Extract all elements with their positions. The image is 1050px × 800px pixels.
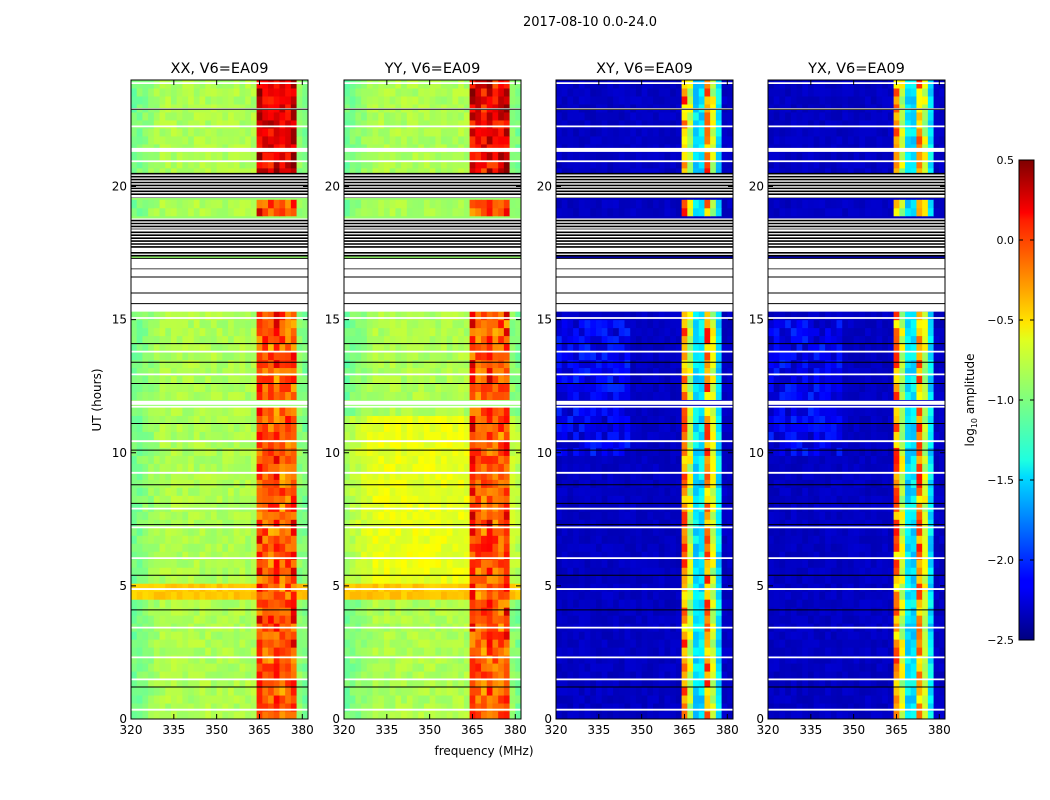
panel-title: YX, V6=EA09 [807, 61, 905, 77]
x-tick-label: 335 [162, 723, 185, 737]
panel-xy: XY, V6=EA09 320 335 350 365 380 0 5 10 15 20 [537, 61, 739, 737]
panel-yy: YY, V6=EA09 320 335 350 365 380 0 5 10 15 20 [325, 61, 527, 737]
y-tick-label: 20 [537, 180, 552, 194]
heatmap-xx [131, 80, 308, 719]
y-tick-label: 0 [756, 712, 764, 726]
x-tick-label: 320 [757, 723, 780, 737]
x-tick-label: 350 [205, 723, 228, 737]
heatmap-xy [556, 80, 733, 719]
y-tick-label: 15 [112, 313, 127, 327]
panel-title: YY, V6=EA09 [384, 61, 481, 77]
heatmap-yy [344, 80, 521, 719]
x-tick-label: 380 [716, 723, 739, 737]
x-tick-label: 380 [928, 723, 951, 737]
x-tick-label: 335 [799, 723, 822, 737]
panel-yx: YX, V6=EA09 320 335 350 365 380 0 5 10 15 20 [749, 61, 951, 737]
y-tick-label: 10 [537, 446, 552, 460]
y-axis-label: UT (hours) [90, 368, 104, 431]
y-tick-label: 0 [332, 712, 340, 726]
x-tick-label: 335 [587, 723, 610, 737]
x-tick-label: 380 [291, 723, 314, 737]
colorbar-tick-label: −2.5 [987, 634, 1014, 647]
colorbar-label: log10 amplitude [963, 354, 979, 447]
x-tick-label: 350 [842, 723, 865, 737]
x-tick-label: 320 [333, 723, 356, 737]
y-tick-label: 5 [119, 579, 127, 593]
y-tick-label: 5 [332, 579, 340, 593]
colorbar-tick-label: −1.5 [987, 474, 1014, 487]
colorbar-tick-label: −0.5 [987, 314, 1014, 327]
y-tick-label: 20 [112, 180, 127, 194]
y-tick-label: 15 [537, 313, 552, 327]
x-axis-label: frequency (MHz) [434, 744, 533, 758]
y-tick-label: 5 [756, 579, 764, 593]
y-tick-label: 0 [544, 712, 552, 726]
panel-title: XX, V6=EA09 [171, 61, 269, 77]
y-tick-label: 5 [544, 579, 552, 593]
colorbar-tick-label: 0.0 [997, 234, 1015, 247]
y-tick-label: 10 [112, 446, 127, 460]
y-tick-label: 10 [749, 446, 764, 460]
panel-frame [130, 79, 309, 720]
y-tick-label: 15 [749, 313, 764, 327]
x-tick-label: 365 [673, 723, 696, 737]
colorbar: 0.5 0.0 −0.5 −1.0 −1.5 −2.0 −2.5 log10 amplitu… [963, 154, 1035, 647]
x-tick-label: 365 [461, 723, 484, 737]
x-tick-label: 335 [375, 723, 398, 737]
x-tick-label: 365 [248, 723, 271, 737]
panel-frame [343, 79, 522, 720]
y-tick-label: 20 [749, 180, 764, 194]
x-tick-label: 350 [630, 723, 653, 737]
colorbar-ticks: 0.5 0.0 −0.5 −1.0 −1.5 −2.0 −2.5 [987, 154, 1034, 647]
figure-title: 2017-08-10 0.0-24.0 [523, 15, 657, 30]
panel-frame [555, 79, 734, 720]
x-tick-label: 365 [885, 723, 908, 737]
heatmap-yx [768, 80, 945, 719]
panel-title: XY, V6=EA09 [596, 61, 693, 77]
x-tick-label: 380 [504, 723, 527, 737]
x-tick-label: 320 [545, 723, 568, 737]
panel-xx: XX, V6=EA09 320 335 350 365 380 0 5 10 15 20 [112, 61, 314, 737]
x-tick-label: 350 [418, 723, 441, 737]
colorbar-tick-label: −2.0 [987, 554, 1014, 567]
y-tick-label: 20 [325, 180, 340, 194]
y-tick-label: 0 [119, 712, 127, 726]
colorbar-tick-label: 0.5 [997, 154, 1015, 167]
y-tick-label: 10 [325, 446, 340, 460]
panel-frame [767, 79, 946, 720]
y-tick-label: 15 [325, 313, 340, 327]
x-tick-label: 320 [120, 723, 143, 737]
colorbar-tick-label: −1.0 [987, 394, 1014, 407]
